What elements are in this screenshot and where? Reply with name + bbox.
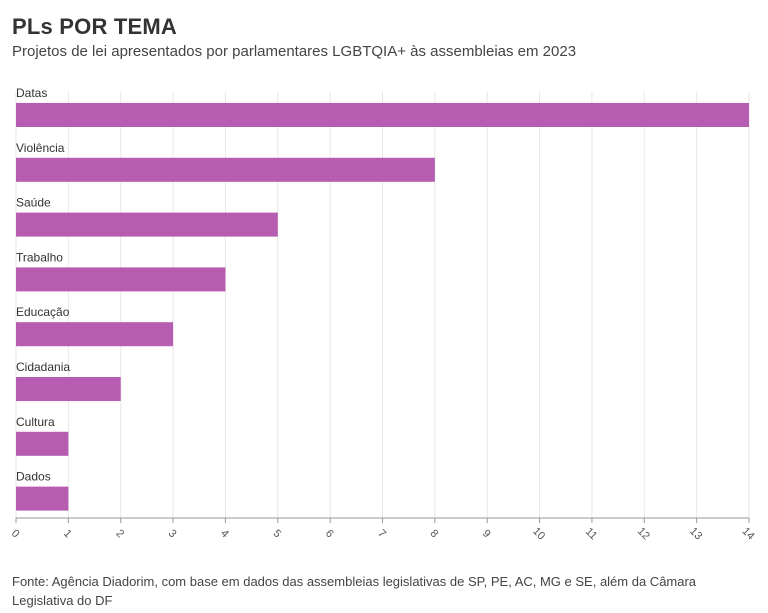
chart-subtitle: Projetos de lei apresentados por parlame…: [12, 43, 577, 60]
tick-label: 0: [9, 527, 22, 540]
bar: [16, 267, 226, 292]
category-label: Saúde: [16, 196, 51, 210]
bar: [16, 431, 69, 456]
category-label: Trabalho: [16, 250, 63, 264]
tick-label: 13: [687, 525, 704, 542]
category-label: Cidadania: [16, 360, 70, 374]
tick-label: 4: [218, 527, 231, 540]
bar: [16, 486, 69, 511]
tick-label: 11: [583, 526, 600, 543]
tick-label: 8: [428, 527, 441, 540]
tick-label: 12: [635, 525, 652, 542]
tick-label: 7: [375, 527, 388, 540]
tick-label: 14: [740, 525, 757, 542]
bar: [16, 103, 749, 127]
bar: [16, 377, 121, 401]
source-note: Fonte: Agência Diadorim, com base em dad…: [12, 574, 697, 608]
tick-label: 2: [113, 527, 126, 540]
bar: [16, 322, 174, 347]
bar: [16, 157, 435, 182]
category-label: Violência: [16, 141, 65, 155]
bar-chart: Datas Violência Saúde Trabalho Educação Cidad…: [9, 86, 757, 543]
category-label: Educação: [16, 305, 70, 319]
tick-label: 1: [61, 527, 74, 540]
tick-label: 6: [323, 527, 336, 540]
tick-label: 5: [270, 527, 283, 540]
category-label: Cultura: [16, 415, 55, 429]
chart-title: PLs POR TEMA: [12, 14, 177, 39]
category-label: Datas: [16, 86, 47, 100]
tick-label: 9: [480, 527, 493, 540]
tick-label: 10: [530, 525, 547, 542]
bar: [16, 212, 278, 237]
category-label: Dados: [16, 470, 51, 484]
tick-label: 3: [166, 527, 179, 540]
